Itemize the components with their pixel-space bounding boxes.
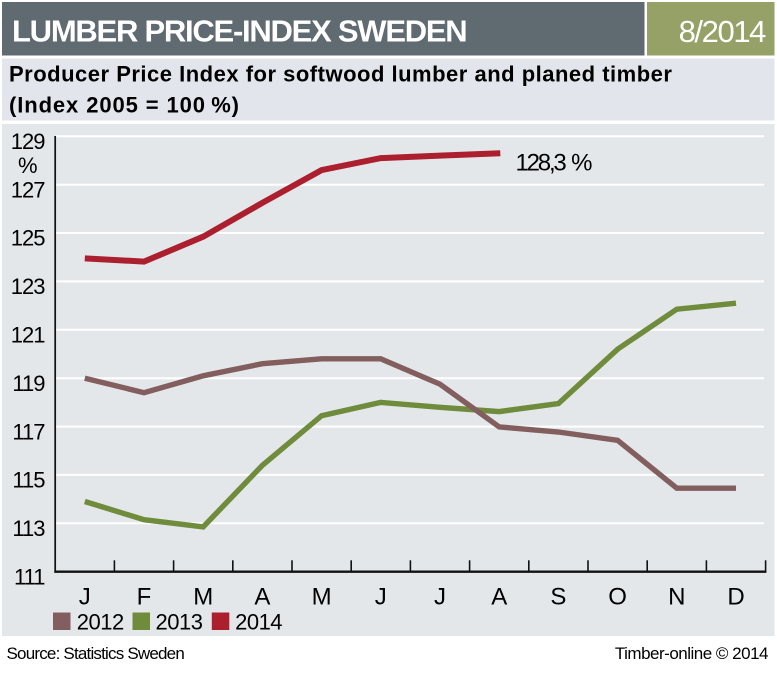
svg-text:128,3%: 128,3% [516,150,593,177]
svg-text:N: N [668,584,685,611]
svg-text:Source: Statistics Sweden: Source: Statistics Sweden [7,644,185,663]
svg-text:2014: 2014 [235,610,282,635]
svg-text:117: 117 [12,419,45,444]
svg-text:8/2014: 8/2014 [679,14,767,49]
svg-text:115: 115 [12,468,45,493]
svg-text:M: M [312,584,332,611]
svg-text:Timber-online © 2014: Timber-online © 2014 [615,644,768,663]
svg-text:119: 119 [12,371,45,396]
svg-text:O: O [608,584,627,611]
svg-text:S: S [550,584,566,611]
svg-text:J: J [434,584,446,611]
svg-text:113: 113 [12,516,45,541]
svg-text:A: A [254,584,270,611]
svg-text:121: 121 [11,323,45,348]
svg-text:111: 111 [14,564,45,589]
svg-text:123: 123 [11,274,45,299]
svg-text:(Index 2005 = 100 %): (Index 2005 = 100 %) [9,92,240,117]
svg-text:2013: 2013 [156,610,203,635]
svg-text:M: M [193,584,213,611]
svg-text:Producer Price Index for softw: Producer Price Index for softwood lumber… [9,62,672,87]
svg-text:129: 129 [11,129,45,154]
svg-text:F: F [137,584,152,611]
svg-text:127: 127 [11,177,45,202]
svg-text:J: J [79,584,91,611]
svg-text:J: J [375,584,387,611]
svg-text:125: 125 [11,226,45,251]
svg-text:LUMBER PRICE-INDEX SWEDEN: LUMBER PRICE-INDEX SWEDEN [12,14,466,49]
svg-text:%: % [18,153,37,178]
svg-text:A: A [491,584,507,611]
svg-text:2012: 2012 [77,610,124,635]
svg-text:D: D [727,584,744,611]
